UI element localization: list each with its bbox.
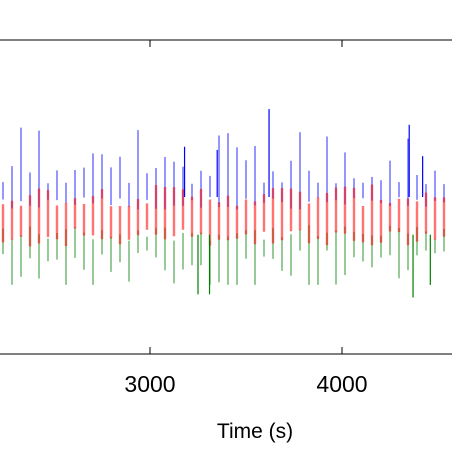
series-group bbox=[1, 109, 446, 298]
red-series-bars bbox=[1, 184, 446, 247]
x-tick-label-3000: 3000 bbox=[124, 371, 175, 397]
x-ticks: 3000 4000 bbox=[124, 40, 368, 397]
green-series-bars bbox=[2, 225, 445, 285]
green-series bbox=[2, 225, 445, 285]
blue-series-bars bbox=[2, 127, 445, 210]
red-series bbox=[1, 184, 446, 247]
blue-series bbox=[2, 127, 445, 210]
plot-axes bbox=[0, 39, 452, 355]
spike-markers bbox=[183, 109, 431, 298]
x-tick-label-4000: 4000 bbox=[316, 371, 367, 397]
x-axis-label: Time (s) bbox=[217, 420, 293, 443]
